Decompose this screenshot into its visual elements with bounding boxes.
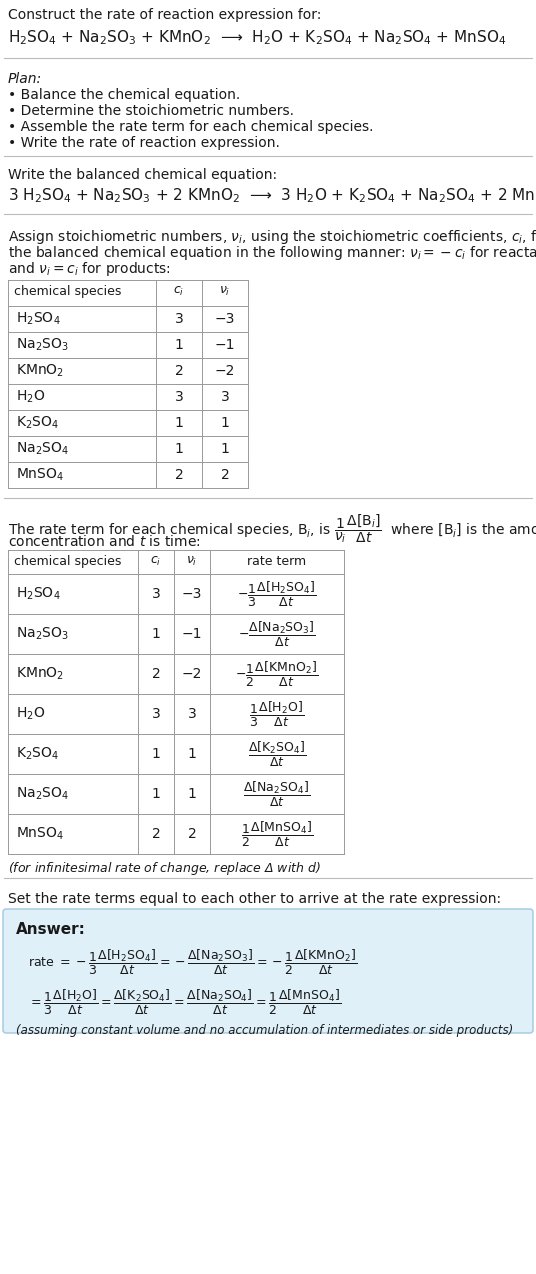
Text: 2: 2 [152,668,160,682]
Text: The rate term for each chemical species, B$_i$, is $\dfrac{1}{\nu_i}\dfrac{\Delt: The rate term for each chemical species,… [8,512,536,545]
Text: Answer:: Answer: [16,922,86,936]
Text: 1: 1 [152,627,160,641]
Text: 3 H$_2$SO$_4$ + Na$_2$SO$_3$ + 2 KMnO$_2$  ⟶  3 H$_2$O + K$_2$SO$_4$ + Na$_2$SO$: 3 H$_2$SO$_4$ + Na$_2$SO$_3$ + 2 KMnO$_2… [8,186,536,205]
FancyBboxPatch shape [3,910,533,1033]
Text: H$_2$SO$_4$ + Na$_2$SO$_3$ + KMnO$_2$  ⟶  H$_2$O + K$_2$SO$_4$ + Na$_2$SO$_4$ + : H$_2$SO$_4$ + Na$_2$SO$_3$ + KMnO$_2$ ⟶ … [8,28,507,47]
Text: 3: 3 [175,312,183,326]
Text: (for infinitesimal rate of change, replace Δ with $d$): (for infinitesimal rate of change, repla… [8,860,321,877]
Text: 1: 1 [220,442,229,456]
Text: KMnO$_2$: KMnO$_2$ [16,363,64,380]
Text: 1: 1 [188,787,196,801]
Text: Set the rate terms equal to each other to arrive at the rate expression:: Set the rate terms equal to each other t… [8,892,501,906]
Text: (assuming constant volume and no accumulation of intermediates or side products): (assuming constant volume and no accumul… [16,1024,513,1037]
Text: K$_2$SO$_4$: K$_2$SO$_4$ [16,415,59,431]
Text: 2: 2 [175,468,183,482]
Text: H$_2$O: H$_2$O [16,389,45,405]
Text: 1: 1 [220,417,229,431]
Text: 1: 1 [188,747,196,761]
Text: $= \dfrac{1}{3}\dfrac{\Delta[\mathrm{H_2O}]}{\Delta t} = \dfrac{\Delta[\mathrm{K: $= \dfrac{1}{3}\dfrac{\Delta[\mathrm{H_2… [28,989,341,1017]
Text: −2: −2 [215,364,235,378]
Text: MnSO$_4$: MnSO$_4$ [16,466,64,483]
Text: Write the balanced chemical equation:: Write the balanced chemical equation: [8,168,277,182]
Text: H$_2$SO$_4$: H$_2$SO$_4$ [16,311,61,327]
Text: Na$_2$SO$_3$: Na$_2$SO$_3$ [16,336,69,353]
Text: −1: −1 [182,627,202,641]
Text: concentration and $t$ is time:: concentration and $t$ is time: [8,534,200,549]
Text: 2: 2 [221,468,229,482]
Text: $-\dfrac{1}{2}\dfrac{\Delta[\mathrm{KMnO_2}]}{\Delta t}$: $-\dfrac{1}{2}\dfrac{\Delta[\mathrm{KMnO… [235,660,318,688]
Text: 2: 2 [188,827,196,841]
Text: MnSO$_4$: MnSO$_4$ [16,826,64,842]
Text: $\dfrac{1}{3}\dfrac{\Delta[\mathrm{H_2O}]}{\Delta t}$: $\dfrac{1}{3}\dfrac{\Delta[\mathrm{H_2O}… [249,699,304,729]
Text: chemical species: chemical species [14,285,121,298]
Text: Assign stoichiometric numbers, $\nu_i$, using the stoichiometric coefficients, $: Assign stoichiometric numbers, $\nu_i$, … [8,228,536,246]
Text: H$_2$O: H$_2$O [16,706,45,722]
Text: $c_i$: $c_i$ [151,555,162,568]
Text: rate $= -\dfrac{1}{3}\dfrac{\Delta[\mathrm{H_2SO_4}]}{\Delta t} = -\dfrac{\Delta: rate $= -\dfrac{1}{3}\dfrac{\Delta[\math… [28,948,358,977]
Text: Plan:: Plan: [8,73,42,87]
Text: Construct the rate of reaction expression for:: Construct the rate of reaction expressio… [8,8,322,22]
Text: and $\nu_i = c_i$ for products:: and $\nu_i = c_i$ for products: [8,260,171,278]
Text: −3: −3 [215,312,235,326]
Text: −1: −1 [215,338,235,352]
Text: chemical species: chemical species [14,555,121,568]
Text: 1: 1 [152,747,160,761]
Text: −2: −2 [182,668,202,682]
Text: 3: 3 [152,587,160,601]
Text: $\dfrac{1}{2}\dfrac{\Delta[\mathrm{MnSO_4}]}{\Delta t}$: $\dfrac{1}{2}\dfrac{\Delta[\mathrm{MnSO_… [241,819,313,848]
Text: Na$_2$SO$_3$: Na$_2$SO$_3$ [16,626,69,642]
Text: • Assemble the rate term for each chemical species.: • Assemble the rate term for each chemic… [8,120,374,134]
Text: $c_i$: $c_i$ [173,285,184,298]
Text: 3: 3 [152,707,160,721]
Text: Na$_2$SO$_4$: Na$_2$SO$_4$ [16,441,69,457]
Text: K$_2$SO$_4$: K$_2$SO$_4$ [16,745,59,762]
Text: 1: 1 [175,417,183,431]
Text: −3: −3 [182,587,202,601]
Text: 3: 3 [188,707,196,721]
Text: $\nu_i$: $\nu_i$ [187,555,198,568]
Text: H$_2$SO$_4$: H$_2$SO$_4$ [16,586,61,603]
Text: 2: 2 [152,827,160,841]
Text: $\dfrac{\Delta[\mathrm{Na_2SO_4}]}{\Delta t}$: $\dfrac{\Delta[\mathrm{Na_2SO_4}]}{\Delt… [243,780,310,809]
Text: • Determine the stoichiometric numbers.: • Determine the stoichiometric numbers. [8,104,294,118]
Text: 1: 1 [152,787,160,801]
Text: 3: 3 [221,390,229,404]
Text: rate term: rate term [248,555,307,568]
Text: the balanced chemical equation in the following manner: $\nu_i = -c_i$ for react: the balanced chemical equation in the fo… [8,245,536,262]
Text: 2: 2 [175,364,183,378]
Text: Na$_2$SO$_4$: Na$_2$SO$_4$ [16,786,69,803]
Text: $-\dfrac{\Delta[\mathrm{Na_2SO_3}]}{\Delta t}$: $-\dfrac{\Delta[\mathrm{Na_2SO_3}]}{\Del… [238,619,316,648]
Text: $\dfrac{\Delta[\mathrm{K_2SO_4}]}{\Delta t}$: $\dfrac{\Delta[\mathrm{K_2SO_4}]}{\Delta… [248,739,306,768]
Text: $\nu_i$: $\nu_i$ [219,285,230,298]
Text: $-\dfrac{1}{3}\dfrac{\Delta[\mathrm{H_2SO_4}]}{\Delta t}$: $-\dfrac{1}{3}\dfrac{\Delta[\mathrm{H_2S… [237,580,317,609]
Text: 1: 1 [175,442,183,456]
Text: 3: 3 [175,390,183,404]
Text: 1: 1 [175,338,183,352]
Text: • Write the rate of reaction expression.: • Write the rate of reaction expression. [8,136,280,150]
Text: • Balance the chemical equation.: • Balance the chemical equation. [8,88,240,102]
Text: KMnO$_2$: KMnO$_2$ [16,666,64,682]
